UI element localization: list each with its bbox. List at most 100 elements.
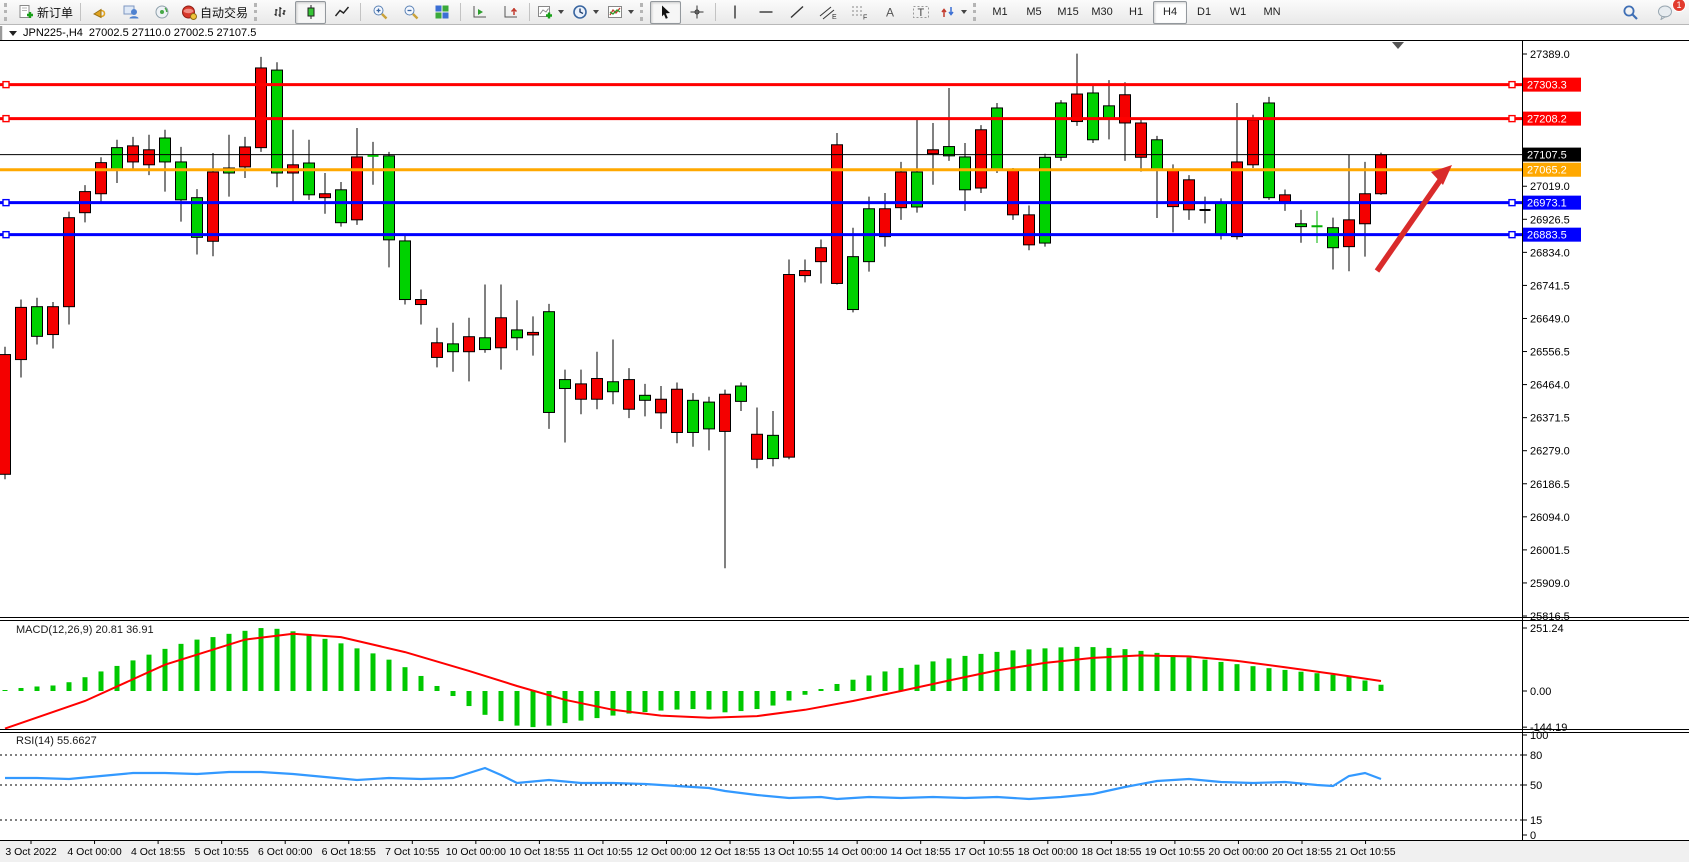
macd-indicator bbox=[2, 628, 1384, 730]
candlestick-series bbox=[0, 53, 1387, 569]
time-tick-label: 11 Oct 10:55 bbox=[573, 846, 633, 858]
zoom-out-button[interactable] bbox=[395, 1, 426, 24]
time-tick-label: 17 Oct 10:55 bbox=[954, 846, 1014, 858]
dropdown-caret bbox=[558, 10, 565, 14]
hline-handle[interactable] bbox=[1508, 114, 1516, 123]
timeframe-button-h1[interactable]: H1 bbox=[1129, 6, 1144, 18]
crosshair-tool-button[interactable] bbox=[681, 1, 712, 24]
timeframe-button-m30[interactable]: M30 bbox=[1091, 6, 1113, 18]
timeframe-button-mn[interactable]: MN bbox=[1263, 6, 1281, 18]
auto-scroll-button[interactable] bbox=[464, 1, 495, 24]
time-tick-label: 7 Oct 10:55 bbox=[385, 846, 439, 858]
timeframe-button-d1[interactable]: D1 bbox=[1197, 6, 1212, 18]
hline-handle[interactable] bbox=[1508, 198, 1516, 207]
rsi-axis-label: 100 bbox=[1530, 730, 1548, 742]
market-watch-button[interactable] bbox=[115, 1, 146, 24]
time-tick-label: 6 Oct 18:55 bbox=[322, 846, 376, 858]
toolbar: 新订单 自动交易 bbox=[0, 0, 1689, 25]
time-tick-label: 19 Oct 10:55 bbox=[1145, 846, 1205, 858]
fibonacci-tool-button[interactable]: F bbox=[843, 1, 874, 24]
hline-handle[interactable] bbox=[1508, 80, 1516, 89]
time-axis-strip bbox=[0, 841, 1689, 862]
dropdown-caret bbox=[628, 10, 635, 14]
signals-button[interactable] bbox=[146, 1, 177, 24]
rsi-axis-label: 50 bbox=[1530, 780, 1542, 792]
autotrading-button[interactable]: 自动交易 bbox=[177, 1, 252, 24]
new-order-button[interactable]: 新订单 bbox=[14, 1, 77, 24]
text-tool-button[interactable]: A bbox=[874, 1, 905, 24]
chart-shift-icon bbox=[504, 6, 517, 18]
svg-text:A: A bbox=[886, 6, 894, 20]
periods-button[interactable] bbox=[568, 1, 603, 24]
cursor-icon bbox=[661, 5, 670, 19]
timeframe-button-w1[interactable]: W1 bbox=[1229, 6, 1247, 18]
zoom-in-button[interactable] bbox=[364, 1, 395, 24]
horizontal-line-tool-button[interactable] bbox=[750, 1, 781, 24]
search-button[interactable] bbox=[1615, 1, 1646, 24]
macd-current-values: 20.81 36.91 bbox=[95, 624, 154, 636]
svg-text:T: T bbox=[917, 7, 924, 19]
chart-canvas[interactable]: 27389.027296.527204.027111.527019.026926… bbox=[0, 40, 1689, 862]
hline-handle[interactable] bbox=[2, 230, 10, 239]
timeframe-button-h4[interactable]: H4 bbox=[1153, 0, 1188, 24]
timeframe-button-m5[interactable]: M5 bbox=[1026, 6, 1042, 18]
trend-arrow-annotation[interactable] bbox=[1374, 165, 1452, 273]
horizontal-line-icon bbox=[759, 11, 773, 13]
candlestick-chart-button[interactable] bbox=[295, 0, 327, 24]
rsi-axis-label: 0 bbox=[1530, 830, 1536, 842]
new-order-icon bbox=[19, 5, 33, 18]
rsi-axis-label: 80 bbox=[1530, 750, 1542, 762]
zoom-in-icon bbox=[373, 5, 387, 20]
bar-chart-button[interactable] bbox=[264, 1, 295, 24]
timeframe-button-m1[interactable]: M1 bbox=[992, 6, 1008, 18]
time-tick-label: 21 Oct 10:55 bbox=[1335, 846, 1395, 858]
horizontal-line-objects[interactable] bbox=[0, 80, 1522, 239]
price-tick-label: 25816.5 bbox=[1530, 611, 1570, 623]
chat-bubble-icon bbox=[1658, 5, 1672, 20]
time-tick-label: 20 Oct 00:00 bbox=[1208, 846, 1268, 858]
separator bbox=[460, 3, 462, 21]
chart-shift-button[interactable] bbox=[495, 1, 526, 24]
hline-handle[interactable] bbox=[2, 80, 10, 89]
indicators-button[interactable] bbox=[533, 1, 568, 24]
autotrading-label: 自动交易 bbox=[200, 5, 249, 20]
timeframe-group: M1 M5 M15 M30 H1 H4 D1 W1 MN bbox=[983, 0, 1289, 24]
time-tick-label: 12 Oct 18:55 bbox=[700, 846, 760, 858]
toolbar-grip bbox=[254, 3, 260, 21]
macd-signal-line bbox=[4, 632, 1382, 730]
horn-icon bbox=[92, 8, 105, 19]
price-tick-label: 26001.5 bbox=[1530, 545, 1570, 557]
templates-button[interactable] bbox=[603, 1, 638, 24]
price-tick-label: 27389.0 bbox=[1530, 49, 1570, 61]
fibonacci-icon: F bbox=[851, 6, 867, 20]
dropdown-caret bbox=[961, 10, 968, 14]
radar-icon bbox=[155, 5, 169, 19]
notifications-button[interactable]: 1 bbox=[1650, 0, 1686, 24]
tile-windows-button[interactable] bbox=[426, 1, 457, 24]
line-chart-button[interactable] bbox=[326, 1, 357, 24]
price-tick-label: 26741.5 bbox=[1530, 280, 1570, 292]
price-badge-27065.2: 27065.2 bbox=[1523, 162, 1581, 177]
arrows-tool-button[interactable] bbox=[936, 1, 971, 24]
equidistant-channel-tool-button[interactable]: E bbox=[812, 1, 843, 24]
price-badge-value: 26883.5 bbox=[1527, 230, 1567, 242]
chart-dropdown-icon[interactable] bbox=[9, 30, 17, 36]
chart-shift-marker[interactable] bbox=[1392, 42, 1404, 49]
publisher-button[interactable] bbox=[84, 1, 115, 24]
price-badge-value: 27208.2 bbox=[1527, 114, 1567, 126]
hline-handle[interactable] bbox=[2, 114, 10, 123]
toolbar-grip bbox=[4, 3, 10, 21]
cursor-tool-button[interactable] bbox=[650, 0, 682, 24]
hline-handle[interactable] bbox=[1508, 230, 1516, 239]
trendline-tool-button[interactable] bbox=[781, 1, 812, 24]
text-label-tool-button[interactable]: T bbox=[905, 1, 936, 24]
toolbar-right: 1 bbox=[1615, 0, 1687, 24]
hline-handle[interactable] bbox=[2, 198, 10, 207]
time-tick-label: 5 Oct 10:55 bbox=[195, 846, 249, 858]
vertical-line-tool-button[interactable] bbox=[719, 1, 750, 24]
price-tick-label: 26926.5 bbox=[1530, 214, 1570, 226]
rsi-line bbox=[5, 766, 1382, 801]
timeframe-button-m15[interactable]: M15 bbox=[1057, 6, 1079, 18]
chart-title-bar: JPN225-,H4 27002.5 27110.0 27002.5 27107… bbox=[3, 26, 1689, 40]
candlestick-chart-icon bbox=[307, 5, 315, 19]
